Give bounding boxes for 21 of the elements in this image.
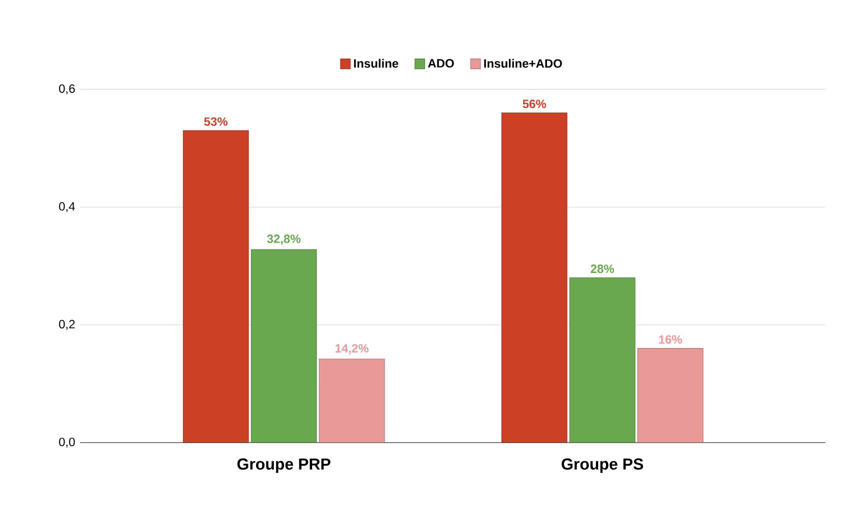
data-label: 53%: [204, 117, 228, 126]
legend-label: Insuline+ADO: [484, 59, 562, 68]
y-tick-label: 0,2: [59, 320, 75, 330]
bar: [501, 112, 568, 443]
data-label: 32,8%: [267, 234, 301, 245]
data-label: 56%: [522, 100, 546, 108]
data-label: 28%: [590, 264, 614, 274]
y-tick-label: 0,6: [59, 84, 75, 94]
bar: [182, 130, 249, 443]
legend-label: Insuline: [354, 59, 398, 68]
data-label: 16%: [659, 335, 682, 344]
x-tick-label: Groupe PS: [562, 458, 644, 474]
x-tick-label: Groupe PRP: [237, 458, 330, 474]
bar: [637, 348, 704, 443]
data-label: 14,2%: [336, 344, 369, 354]
bar: [250, 249, 317, 443]
bar: [569, 278, 636, 443]
y-tick-label: 0,4: [59, 202, 75, 212]
y-tick-label: 0,0: [59, 438, 75, 448]
bar: [318, 358, 385, 443]
legend-label: ADO: [428, 59, 454, 68]
